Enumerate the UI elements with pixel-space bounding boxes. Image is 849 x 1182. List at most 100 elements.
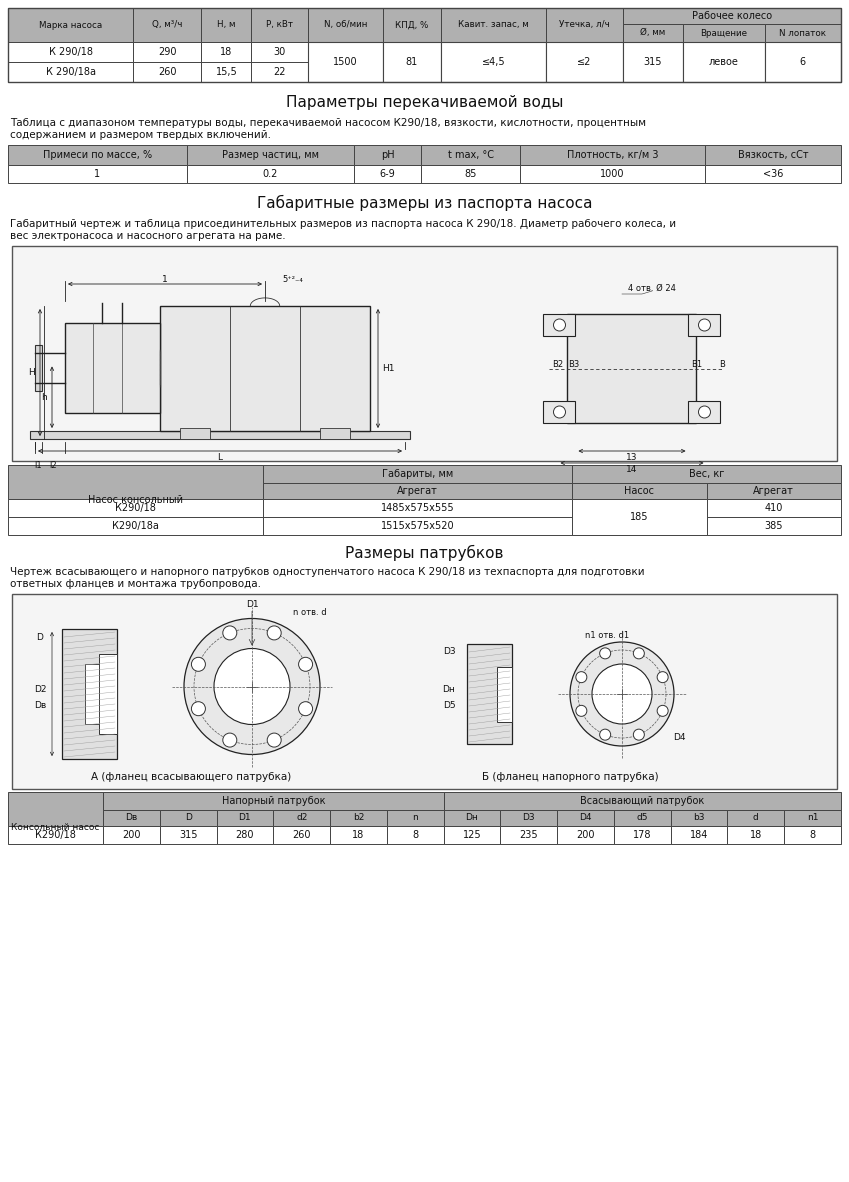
Text: 14: 14	[627, 465, 638, 474]
Text: 1: 1	[94, 169, 100, 178]
Text: Н, м: Н, м	[217, 20, 236, 30]
Bar	[671, 810, 728, 826]
Text: Параметры перекачиваемой воды: Параметры перекачиваемой воды	[286, 95, 563, 110]
Text: P, кВт: P, кВт	[267, 20, 293, 30]
Text: Насос консольный: Насос консольный	[88, 495, 183, 505]
Text: 280: 280	[236, 830, 254, 840]
Bar	[251, 8, 308, 43]
Text: 5⁺²₋₄: 5⁺²₋₄	[283, 275, 303, 285]
Text: h: h	[41, 392, 47, 402]
Text: B1: B1	[691, 361, 702, 369]
Text: N, об/мин: N, об/мин	[323, 20, 368, 30]
Bar	[330, 826, 387, 844]
Bar	[467, 644, 512, 743]
Text: 85: 85	[464, 169, 477, 178]
Bar	[103, 826, 160, 844]
Text: Габаритные размеры из паспорта насоса: Габаритные размеры из паспорта насоса	[256, 195, 593, 212]
Text: B: B	[720, 361, 725, 369]
Bar	[441, 43, 546, 61]
Bar	[728, 810, 784, 826]
Bar	[614, 810, 671, 826]
Text: n1: n1	[807, 813, 818, 823]
Bar	[421, 165, 520, 183]
Bar	[103, 810, 160, 826]
Text: 18: 18	[750, 830, 762, 840]
Circle shape	[191, 702, 205, 715]
Bar	[567, 314, 696, 423]
Bar	[500, 810, 557, 826]
Bar	[383, 8, 441, 43]
Text: 125: 125	[463, 830, 481, 840]
Text: К 290/18а: К 290/18а	[46, 67, 95, 77]
Circle shape	[222, 626, 237, 639]
Bar	[8, 165, 187, 183]
Bar	[765, 43, 841, 82]
Text: 1: 1	[162, 274, 168, 284]
Bar	[784, 826, 841, 844]
Text: вес электронасоса и насосного агрегата на раме.: вес электронасоса и насосного агрегата н…	[10, 230, 285, 241]
Text: N лопаток: N лопаток	[779, 28, 826, 38]
Text: 13: 13	[627, 453, 638, 461]
Circle shape	[554, 405, 565, 418]
Bar	[263, 483, 572, 499]
Circle shape	[657, 706, 668, 716]
Text: 81: 81	[406, 57, 418, 67]
Bar	[614, 826, 671, 844]
Bar	[706, 165, 841, 183]
Text: 1000: 1000	[600, 169, 625, 178]
Circle shape	[570, 642, 674, 746]
Bar	[444, 810, 500, 826]
Text: l2: l2	[50, 461, 58, 469]
Bar	[706, 483, 841, 499]
Circle shape	[554, 319, 565, 331]
Bar	[8, 792, 103, 826]
Text: 22: 22	[273, 67, 286, 77]
Circle shape	[191, 657, 205, 671]
Text: ≤2: ≤2	[577, 57, 592, 67]
Bar	[133, 8, 201, 43]
Text: К290/18: К290/18	[115, 504, 156, 513]
Bar	[441, 61, 546, 82]
Text: 200: 200	[122, 830, 141, 840]
Text: 30: 30	[273, 47, 286, 57]
Bar	[444, 792, 841, 810]
Text: Агрегат: Агрегат	[397, 486, 438, 496]
Text: 4 отв. Ø 24: 4 отв. Ø 24	[628, 284, 676, 292]
Text: Чертеж всасывающего и напорного патрубков одноступенчатого насоса К 290/18 из те: Чертеж всасывающего и напорного патрубко…	[10, 567, 644, 577]
Text: 1515x575x520: 1515x575x520	[381, 521, 454, 531]
Text: D1: D1	[239, 813, 251, 823]
Text: D1: D1	[245, 600, 258, 609]
Bar	[387, 826, 444, 844]
Text: 260: 260	[158, 67, 177, 77]
Bar	[353, 165, 421, 183]
Text: d2: d2	[296, 813, 307, 823]
Bar	[308, 43, 383, 61]
Circle shape	[633, 729, 644, 740]
Text: Агрегат: Агрегат	[753, 486, 795, 496]
Bar	[8, 43, 133, 61]
Text: D2: D2	[34, 684, 46, 694]
Text: Всасывающий патрубок: Всасывающий патрубок	[580, 795, 705, 806]
Bar	[330, 810, 387, 826]
Text: 178: 178	[633, 830, 651, 840]
Bar	[572, 483, 706, 499]
Text: 18: 18	[352, 830, 364, 840]
Text: 290: 290	[158, 47, 177, 57]
Bar	[497, 667, 512, 721]
Bar	[8, 499, 263, 517]
Bar	[35, 345, 42, 391]
Circle shape	[633, 648, 644, 658]
Circle shape	[699, 319, 711, 331]
Bar	[765, 24, 841, 43]
Text: D5: D5	[442, 701, 455, 710]
Text: КПД, %: КПД, %	[396, 20, 429, 30]
Text: Рабочее колесо: Рабочее колесо	[692, 11, 772, 21]
Bar	[8, 8, 133, 43]
Text: 185: 185	[630, 512, 649, 522]
Bar	[572, 499, 706, 517]
Text: Q, м³/ч: Q, м³/ч	[152, 20, 183, 30]
Bar	[728, 826, 784, 844]
Text: 1500: 1500	[333, 57, 358, 67]
Text: левое: левое	[709, 57, 739, 67]
Circle shape	[222, 733, 237, 747]
